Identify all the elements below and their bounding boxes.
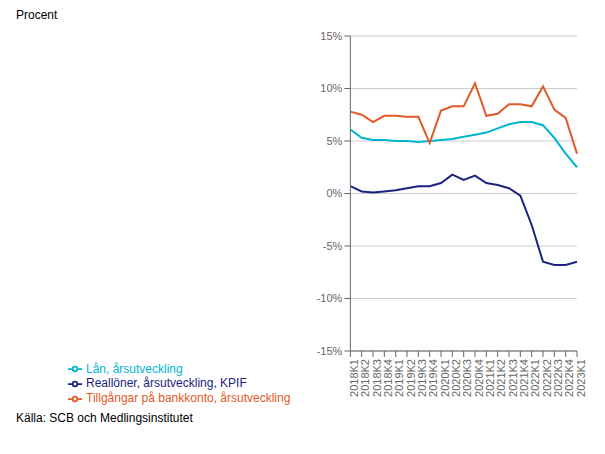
svg-text:2020K2: 2020K2 xyxy=(450,359,462,397)
svg-text:2022K4: 2022K4 xyxy=(563,359,575,397)
html-text:Reallöner, årsutveckling, KPIF: Reallöner, årsutveckling, KPIF xyxy=(86,376,247,391)
svg-text:2020K3: 2020K3 xyxy=(461,359,473,397)
svg-text:2021K2: 2021K2 xyxy=(495,359,507,397)
html-text:Källa: SCB och Medlingsinstitu: Källa: SCB och Medlingsinstitutet xyxy=(16,411,193,425)
svg-text:2023K1: 2023K1 xyxy=(575,359,587,397)
svg-text:-10%: -10% xyxy=(317,292,343,304)
html-text:Tillgångar på bankkonto, årsut: Tillgångar på bankkonto, årsutveckling xyxy=(86,391,291,406)
svg-text:10%: 10% xyxy=(320,82,342,94)
svg-text:2019K4: 2019K4 xyxy=(427,359,439,397)
svg-text:2021K1: 2021K1 xyxy=(484,359,496,397)
svg-text:5%: 5% xyxy=(326,135,342,147)
svg-text:2019K2: 2019K2 xyxy=(405,359,417,397)
svg-text:2018K2: 2018K2 xyxy=(359,359,371,397)
svg-text:-5%: -5% xyxy=(323,240,343,252)
svg-text:2018K1: 2018K1 xyxy=(348,359,360,397)
svg-text:2021K3: 2021K3 xyxy=(507,359,519,397)
svg-text:-15%: -15% xyxy=(317,345,343,357)
svg-text:2020K1: 2020K1 xyxy=(439,359,451,397)
svg-text:2022K1: 2022K1 xyxy=(529,359,541,397)
svg-text:2020K4: 2020K4 xyxy=(473,359,485,397)
html-text:Lån, årsutveckling: Lån, årsutveckling xyxy=(86,361,183,376)
html-text:Procent: Procent xyxy=(16,8,58,22)
svg-text:2022K2: 2022K2 xyxy=(541,359,553,397)
svg-text:2019K1: 2019K1 xyxy=(393,359,405,397)
svg-text:0%: 0% xyxy=(326,187,342,199)
svg-text:15%: 15% xyxy=(320,30,342,42)
svg-text:2022K3: 2022K3 xyxy=(552,359,564,397)
svg-text:2018K3: 2018K3 xyxy=(371,359,383,397)
svg-text:2018K4: 2018K4 xyxy=(382,359,394,397)
svg-text:2019K3: 2019K3 xyxy=(416,359,428,397)
svg-text:2021K4: 2021K4 xyxy=(518,359,530,397)
